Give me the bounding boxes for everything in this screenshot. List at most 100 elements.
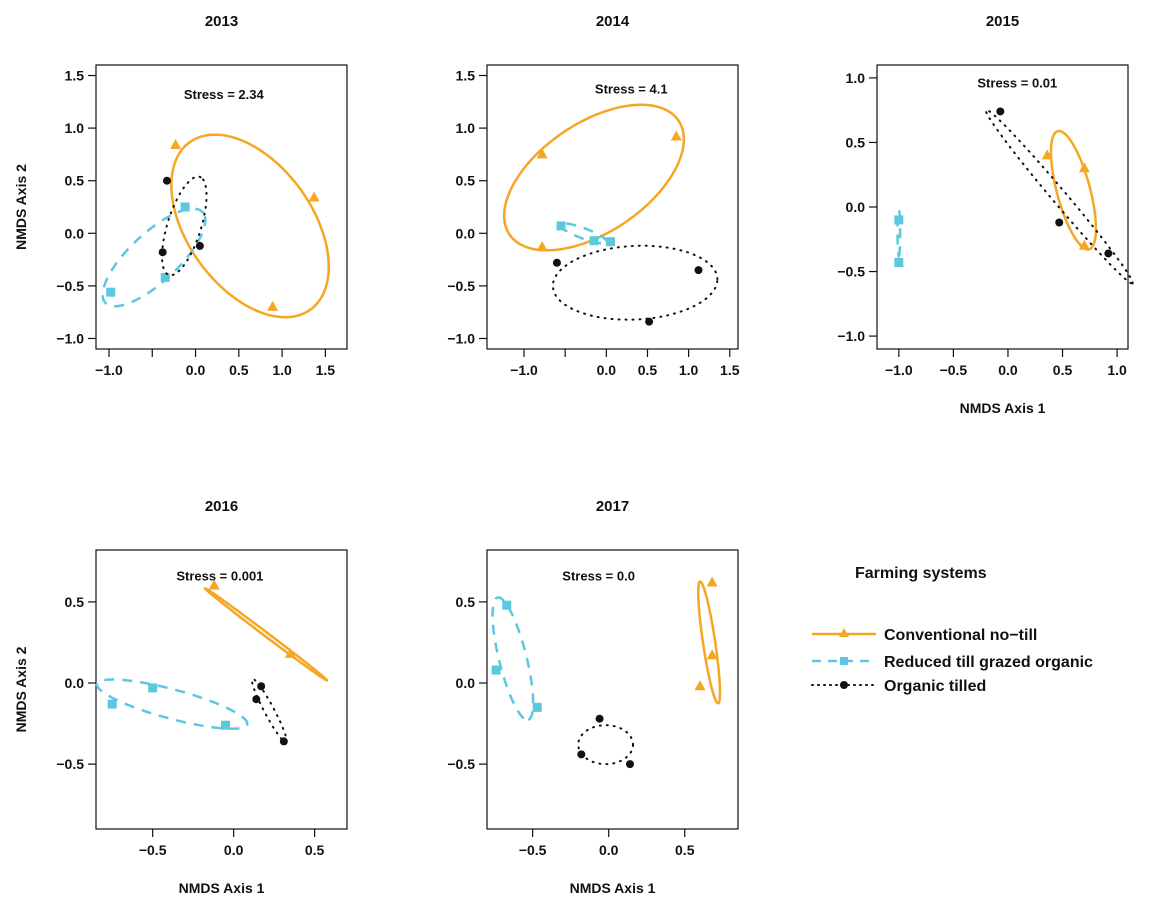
y-tick-label: 0.5: [65, 173, 85, 189]
y-tick-label: 0.0: [456, 675, 476, 691]
x-tick-label: 0.0: [186, 362, 206, 378]
point-reduced: [107, 699, 117, 709]
y-tick-label: −0.5: [56, 278, 84, 294]
panel-title: 2013: [205, 13, 238, 30]
panels: 2013 −1.0 0.0 0.5 1.0 1.5 −1.0 −0.5 0.0 0.5 1.0 1.5…: [13, 13, 1134, 896]
point-reduced: [491, 665, 501, 675]
y-tick-label: 0.5: [846, 134, 866, 150]
point-conventional: [1078, 162, 1090, 173]
panel-title: 2014: [596, 13, 630, 30]
plot-frame: [95, 549, 348, 830]
point-reduced: [148, 683, 158, 693]
point-conventional: [284, 647, 296, 658]
point-organic: [1055, 218, 1064, 227]
x-tick-label: 0.0: [224, 842, 244, 858]
y-tick-label: 0.0: [846, 199, 866, 215]
panel-title: 2017: [596, 498, 629, 515]
x-tick-label: 0.5: [675, 842, 695, 858]
series-organic: [984, 107, 1134, 285]
y-tick-label: 1.5: [456, 68, 476, 84]
series-conventional: [694, 576, 722, 705]
stress-annotation: Stress = 0.01: [977, 76, 1057, 91]
point-organic: [257, 682, 266, 691]
legend-entry-reduced: Reduced till grazed organic: [812, 654, 1093, 671]
y-tick-label: 0.0: [456, 225, 476, 241]
series-organic: [158, 175, 208, 277]
point-organic: [1104, 249, 1113, 258]
plot-frame: [486, 64, 739, 350]
point-reduced: [180, 202, 190, 212]
series-conventional: [203, 579, 329, 682]
stress-annotation: Stress = 0.001: [176, 569, 263, 584]
point-organic: [252, 695, 261, 704]
x-tick-label: −0.5: [940, 362, 968, 378]
point-organic: [552, 258, 561, 267]
x-tick-label: 0.5: [305, 842, 325, 858]
ellipse-reduced: [558, 221, 609, 245]
point-reduced: [894, 215, 904, 225]
ellipse-organic: [984, 108, 1134, 285]
plot-frame: [486, 549, 739, 830]
series-conventional: [1041, 129, 1098, 251]
x-axis-label: NMDS Axis 1: [179, 880, 265, 896]
series-organic: [551, 244, 719, 326]
y-tick-label: 1.0: [846, 70, 866, 86]
ellipse-organic: [551, 244, 719, 321]
y-tick-label: −1.0: [837, 328, 865, 344]
x-tick-label: −1.0: [885, 362, 913, 378]
point-conventional: [308, 191, 320, 202]
ellipse-conventional: [203, 586, 329, 682]
point-organic: [595, 714, 604, 723]
ellipse-conventional: [502, 103, 686, 252]
ellipse-reduced: [491, 596, 535, 722]
legend-entry-conventional: Conventional no−till: [812, 627, 1037, 644]
series-conventional: [502, 103, 686, 252]
series-reduced: [894, 208, 904, 268]
ellipse-conventional: [696, 580, 722, 705]
x-tick-label: 0.0: [597, 362, 617, 378]
panel-title: 2016: [205, 498, 238, 515]
series-organic: [577, 714, 634, 769]
point-reduced: [502, 600, 512, 610]
point-reduced: [894, 258, 904, 268]
ellipse-organic: [161, 175, 208, 277]
point-organic: [625, 760, 634, 769]
x-tick-label: −1.0: [95, 362, 123, 378]
panel-2016: 2016 −0.5 0.0 0.5 −0.5 0.0 0.5 NMDS Axis 1 NMDS …: [13, 498, 348, 896]
point-organic: [195, 241, 204, 250]
point-organic: [996, 107, 1005, 116]
legend: Farming systems Conventional no−till Red…: [811, 565, 1093, 695]
x-axis-label: NMDS Axis 1: [570, 880, 656, 896]
y-tick-label: −0.5: [447, 278, 475, 294]
series-organic: [251, 678, 288, 746]
point-organic: [577, 750, 586, 759]
point-reduced: [556, 221, 566, 231]
point-conventional: [267, 300, 279, 311]
x-tick-label: 1.0: [679, 362, 699, 378]
x-tick-label: −0.5: [519, 842, 547, 858]
point-conventional: [694, 680, 706, 691]
panel-2013: 2013 −1.0 0.0 0.5 1.0 1.5 −1.0 −0.5 0.0 0.5 1.0 1.5…: [13, 13, 348, 378]
y-tick-label: 0.0: [65, 225, 85, 241]
legend-title: Farming systems: [855, 565, 987, 582]
y-axis-label: NMDS Axis 2: [13, 164, 29, 250]
y-tick-label: 1.0: [456, 120, 476, 136]
y-axis-label: NMDS Axis 2: [13, 646, 29, 732]
point-organic: [162, 176, 171, 185]
series-reduced: [95, 678, 249, 730]
point-conventional: [1078, 239, 1090, 250]
ellipse-organic: [577, 724, 634, 766]
point-organic: [158, 248, 167, 257]
series-reduced: [556, 221, 615, 247]
x-tick-label: 1.5: [720, 362, 740, 378]
y-tick-label: 0.5: [456, 594, 476, 610]
stress-annotation: Stress = 4.1: [595, 81, 668, 96]
y-tick-label: −0.5: [837, 264, 865, 280]
legend-label-conventional: Conventional no−till: [884, 627, 1037, 644]
y-tick-label: 0.5: [65, 594, 85, 610]
ellipse-conventional: [1049, 129, 1098, 251]
x-tick-label: 0.5: [1053, 362, 1073, 378]
point-reduced: [589, 236, 599, 246]
x-tick-label: 1.0: [1107, 362, 1127, 378]
legend-marker-organic: [840, 681, 848, 689]
